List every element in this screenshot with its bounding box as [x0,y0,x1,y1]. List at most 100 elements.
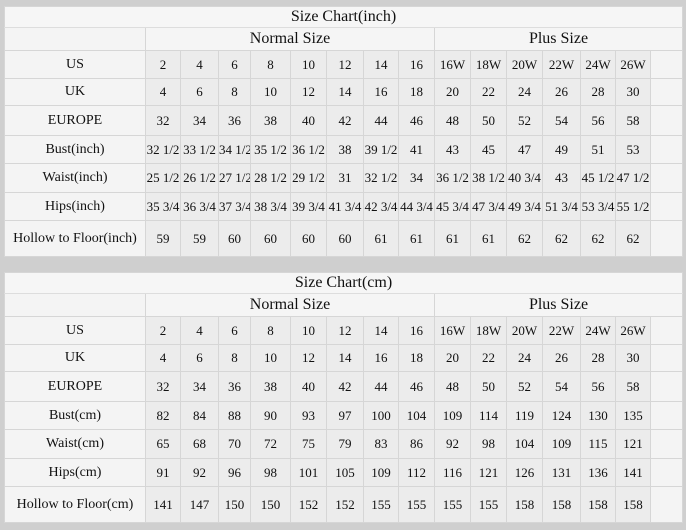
table-row: US 2 4 6 8 10 12 14 16 16W 18W 20W 22W 24W 26W [4,316,684,345]
size-cell: 40 3/4 [506,163,543,193]
size-cell: 100 [363,401,399,430]
size-cell: 51 [580,135,616,164]
size-cell: 49 3/4 [506,192,543,221]
size-cell: 90 [250,401,291,430]
size-cell: 155 [398,486,435,523]
size-cell: 26 1/2 [180,163,219,193]
size-cell: 52 [506,105,543,136]
table-row: Hollow to Floor(inch) 59 59 60 60 60 60 61 61 61 6… [4,220,684,257]
size-cell: 26 [542,78,581,106]
size-cell: 48 [434,105,471,136]
row-label: Hollow to Floor(cm) [4,486,146,523]
size-cell: 4 [145,78,181,106]
row-label: Waist(inch) [4,163,146,193]
size-cell: 36 1/2 [290,135,327,164]
size-cell: 54 [542,371,581,402]
size-cell: 47 3/4 [470,192,507,221]
group-plus-size: Plus Size [433,27,684,51]
size-cell: 115 [580,429,616,459]
size-cell: 119 [506,401,543,430]
size-cell: 104 [398,401,435,430]
size-cell: 52 [506,371,543,402]
size-cell: 43 [542,163,581,193]
size-cell: 12 [290,344,327,372]
size-cell: 24 [506,78,543,106]
size-cell: 12 [290,78,327,106]
size-cell: 28 1/2 [250,163,291,193]
size-cell: 51 3/4 [542,192,581,221]
empty-cell [649,371,684,402]
chart-title: Size Chart(inch) [3,6,684,28]
size-cell: 53 [615,135,651,164]
chart-title: Size Chart(cm) [3,272,684,294]
size-cell: 24 [506,344,543,372]
size-cell: 12 [326,50,364,79]
size-cell: 26W [615,316,651,345]
size-cell: 41 [398,135,435,164]
size-cell: 62 [615,220,651,257]
size-cell: 32 [145,105,181,136]
size-cell: 45 1/2 [580,163,616,193]
size-cell: 28 [580,344,616,372]
size-cell: 16 [363,78,399,106]
empty-cell [649,135,684,164]
size-cell: 16 [363,344,399,372]
size-cell: 109 [542,429,581,459]
size-cell: 20W [506,50,543,79]
size-cell: 58 [615,105,651,136]
size-cell: 46 [398,105,435,136]
size-cell: 104 [506,429,543,459]
size-cell: 34 [180,105,219,136]
size-cell: 38 [250,371,291,402]
size-cell: 26 [542,344,581,372]
table-row: Hollow to Floor(cm) 141 147 150 150 152 152 155… [4,486,684,523]
size-cell: 136 [580,458,616,487]
table-row: UK 4 6 8 10 12 14 16 18 20 22 24 26 28 30 [4,344,684,372]
size-cell: 10 [290,50,327,79]
size-cell: 41 3/4 [326,192,364,221]
size-cell: 42 3/4 [363,192,399,221]
corner-cell [4,293,146,317]
size-cell: 20 [434,78,471,106]
empty-cell [649,429,684,459]
size-cell: 93 [290,401,327,430]
size-cell: 14 [363,50,399,79]
empty-cell [649,316,684,345]
size-cell: 34 [180,371,219,402]
size-cell: 50 [470,105,507,136]
row-label: US [4,50,146,79]
table-row: Waist(inch) 25 1/2 26 1/2 27 1/2 28 1/2 29 1/… [4,163,684,193]
size-cell: 70 [218,429,251,459]
size-cell: 36 1/2 [434,163,471,193]
size-cell: 86 [398,429,435,459]
size-cell: 4 [145,344,181,372]
size-cell: 61 [434,220,471,257]
size-cell: 22 [470,344,507,372]
size-cell: 112 [398,458,435,487]
size-cell: 6 [218,316,251,345]
size-cell: 36 [218,105,251,136]
size-cell: 6 [218,50,251,79]
size-cell: 20 [434,344,471,372]
row-label: US [4,316,146,345]
size-cell: 30 [615,344,651,372]
size-cell: 32 1/2 [363,163,399,193]
size-cell: 18 [398,344,435,372]
size-cell: 62 [506,220,543,257]
size-cell: 16 [398,316,435,345]
size-cell: 10 [250,344,291,372]
size-cell: 124 [542,401,581,430]
size-cell: 56 [580,105,616,136]
size-cell: 14 [363,316,399,345]
row-label: UK [4,78,146,106]
size-cell: 39 1/2 [363,135,399,164]
size-cell: 8 [250,316,291,345]
size-cell: 92 [180,458,219,487]
size-cell: 53 3/4 [580,192,616,221]
size-cell: 61 [470,220,507,257]
size-cell: 130 [580,401,616,430]
size-cell: 61 [363,220,399,257]
size-cell: 33 1/2 [180,135,219,164]
size-cell: 58 [615,371,651,402]
size-cell: 10 [290,316,327,345]
